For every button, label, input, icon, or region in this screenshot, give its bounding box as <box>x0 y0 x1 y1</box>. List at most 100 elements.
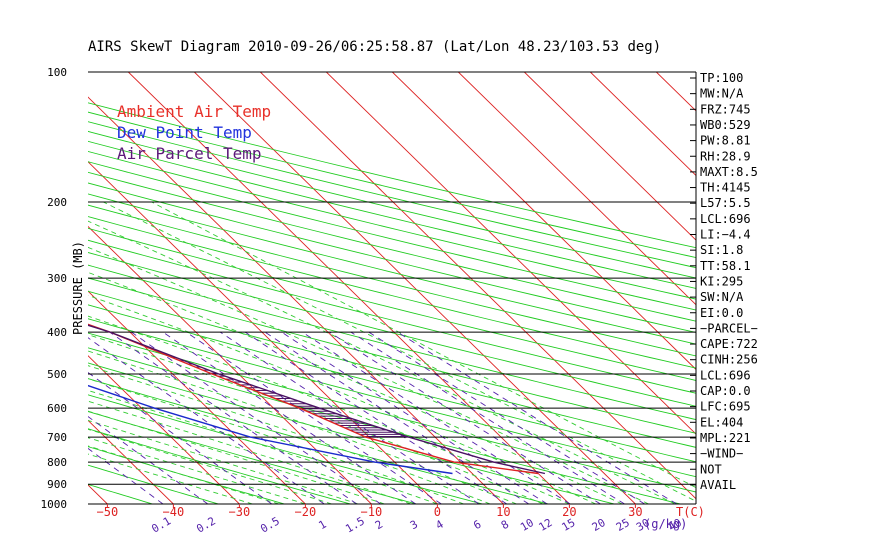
isotherm-line <box>457 72 696 306</box>
mixing-ratio-line <box>329 331 601 504</box>
bottom-temp-label: 10 <box>496 505 510 519</box>
dry-adiabat-line <box>88 411 419 504</box>
dry-adiabat-line <box>88 182 696 333</box>
mixing-ratio-label: 8 <box>499 518 511 533</box>
mixing-ratio-line <box>88 447 164 504</box>
moist-adiabat-line <box>88 294 596 504</box>
dry-adiabat-line <box>88 239 696 394</box>
moist-adiabat-line <box>88 315 570 504</box>
bottom-temp-label: 20 <box>562 505 576 519</box>
bottom-temp-label: −10 <box>361 505 383 519</box>
isotherm-line <box>391 72 696 371</box>
isotherm-line <box>88 355 240 504</box>
moist-adiabat-line <box>88 437 306 504</box>
index-entry: SI:1.8 <box>700 243 743 257</box>
dry-adiabat-line <box>88 193 696 345</box>
index-entry: −PARCEL− <box>700 321 758 335</box>
pressure-tick-label: 800 <box>47 456 67 469</box>
mixing-ratio-label: 20 <box>590 516 608 534</box>
mixing-ratio-label: 12 <box>536 516 554 534</box>
index-entry: WB0:529 <box>700 118 751 132</box>
pressure-tick-label: 900 <box>47 478 67 491</box>
index-entry: LCL:696 <box>700 368 751 382</box>
index-entry: CINH:256 <box>700 353 758 367</box>
bottom-temp-label: −30 <box>229 505 251 519</box>
bottom-temperature-axis: −50 −40 −30 −20 −10 0 10 20 30 <box>97 504 643 519</box>
y-axis-label: PRESSURE (MB) <box>71 241 85 335</box>
isotherm-line <box>589 72 696 177</box>
dry-adiabat-line <box>88 378 551 504</box>
mixing-ratio-label: 1 <box>316 518 328 533</box>
isotherm-line <box>523 72 696 241</box>
dry-adiabat-line <box>88 111 696 259</box>
mixing-ratio-line <box>88 371 273 504</box>
dry-adiabat-line <box>88 252 696 407</box>
moist-adiabat-line <box>88 445 280 504</box>
dry-adiabat-line <box>88 216 696 369</box>
moist-adiabat-line <box>88 220 676 504</box>
series-line-dew-point-temp <box>88 384 453 475</box>
moist-adiabat-line <box>88 365 491 504</box>
dry-adiabat-line <box>88 204 696 357</box>
pressure-tick-label: 1000 <box>41 498 68 511</box>
mixing-ratio-label: 2 <box>373 518 385 533</box>
dry-adiabat-line <box>88 264 696 421</box>
index-entry: CAP:0.0 <box>700 384 751 398</box>
bottom-temp-label: 0 <box>434 505 441 519</box>
index-entry: TT:58.1 <box>700 259 751 273</box>
chart-title: AIRS SkewT Diagram 2010-09-26/06:25:58.8… <box>88 39 661 55</box>
dry-adiabat-lines <box>0 52 696 513</box>
pressure-tick-label: 200 <box>47 196 67 209</box>
pressure-tick-label: 100 <box>47 66 67 79</box>
moist-adiabat-line <box>88 428 332 504</box>
isotherm-line <box>193 72 636 504</box>
dry-adiabat-line <box>88 332 696 493</box>
pressure-tick-label: 400 <box>47 326 67 339</box>
dry-adiabat-line <box>88 483 155 504</box>
dry-adiabat-line <box>0 52 49 513</box>
index-entry: MAXT:8.5 <box>700 165 758 179</box>
mixing-ratio-label: 10 <box>518 516 536 534</box>
isotherm-line <box>0 72 41 504</box>
index-entry: L57:5.5 <box>700 196 751 210</box>
isotherm-line <box>655 72 696 112</box>
bottom-temp-label: −50 <box>97 505 119 519</box>
index-entry: FRZ:745 <box>700 102 751 116</box>
index-entry: −WIND− <box>700 447 743 461</box>
mixing-ratio-label: 40 <box>666 516 684 534</box>
mixing-ratio-label: 25 <box>614 516 632 534</box>
moist-adiabat-line <box>88 378 464 504</box>
dry-adiabat-line <box>88 464 221 504</box>
series-line-air-parcel-temp <box>88 324 546 475</box>
pressure-tick-label: 700 <box>47 431 67 444</box>
dry-adiabat-line <box>88 290 696 448</box>
dry-adiabat-line <box>88 304 696 463</box>
index-entry: SW:N/A <box>700 290 744 304</box>
dry-adiabat-line <box>88 428 353 504</box>
mixing-ratio-unit-label: (g/kg) <box>644 517 687 531</box>
index-entry: EL:404 <box>700 415 743 429</box>
mixing-ratio-label: 30 <box>634 516 652 534</box>
pressure-tick-label: 500 <box>47 368 67 381</box>
dry-adiabat-line <box>88 277 696 434</box>
index-entry: MW:N/A <box>700 87 744 101</box>
index-entry: LFC:695 <box>700 400 751 414</box>
sounding-series <box>88 323 546 475</box>
legend-entry: Ambient Air Temp <box>117 102 271 121</box>
dry-adiabat-line <box>88 102 696 249</box>
mixing-ratio-label: 15 <box>559 516 577 534</box>
pressure-tick-label: 300 <box>47 272 67 285</box>
moist-adiabat-line <box>88 246 649 504</box>
dry-adiabat-line <box>88 150 696 300</box>
index-entry: NOT <box>700 462 722 476</box>
dry-adiabat-line <box>88 318 696 478</box>
bottom-temp-label: 30 <box>628 505 642 519</box>
pressure-gridlines <box>88 71 696 505</box>
isotherm-line <box>325 72 696 435</box>
index-entry: LCL:696 <box>700 212 751 226</box>
chart-legend: Ambient Air Temp Dew Point Temp Air Parcel… <box>117 102 271 163</box>
index-entry: MPL:221 <box>700 431 751 445</box>
dry-adiabat-line <box>88 130 696 279</box>
